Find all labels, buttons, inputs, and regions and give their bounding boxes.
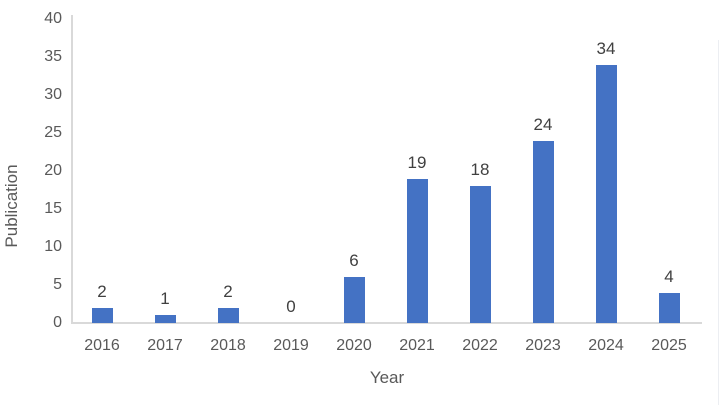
x-tick-label-2021: 2021: [399, 337, 435, 354]
right-edge-divider: [718, 40, 719, 405]
x-tick-label-2022: 2022: [462, 337, 498, 354]
y-tick-label-25: 25: [44, 124, 62, 141]
y-axis-title: Publication: [2, 164, 21, 248]
data-label-2025: 4: [664, 267, 674, 286]
data-label-2024: 34: [596, 39, 616, 58]
x-tick-label-2017: 2017: [147, 337, 183, 354]
bar-2018: [217, 308, 239, 323]
x-axis-line: [71, 322, 702, 324]
y-tick-label-0: 0: [53, 314, 62, 331]
x-tick-label-2016: 2016: [84, 337, 120, 354]
bar-2017: [154, 315, 176, 323]
bar-2022: [469, 186, 491, 323]
bar-2016: [91, 308, 113, 323]
x-tick-label-2018: 2018: [210, 337, 246, 354]
y-tick-label-20: 20: [44, 162, 62, 179]
data-label-2018: 2: [223, 282, 233, 301]
y-tick-label-10: 10: [44, 238, 62, 255]
data-label-2023: 24: [533, 115, 553, 134]
x-tick-label-2020: 2020: [336, 337, 372, 354]
bar-2020: [343, 277, 365, 323]
x-tick-label-2019: 2019: [273, 337, 309, 354]
y-tick-label-40: 40: [44, 10, 62, 27]
bar-2024: [595, 65, 617, 323]
x-tick-label-2023: 2023: [525, 337, 561, 354]
bar-2021: [406, 179, 428, 323]
x-tick-label-2025: 2025: [651, 337, 687, 354]
x-axis-title: Year: [369, 368, 405, 387]
x-tick-label-2024: 2024: [588, 337, 624, 354]
bar-2023: [532, 141, 554, 323]
data-label-2021: 19: [407, 153, 427, 172]
data-label-2019: 0: [286, 297, 296, 316]
y-tick-label-35: 35: [44, 48, 62, 65]
y-tick-label-5: 5: [53, 276, 62, 293]
bar-2025: [658, 293, 680, 323]
data-label-2020: 6: [349, 251, 359, 270]
data-label-2017: 1: [160, 289, 170, 308]
data-label-2022: 18: [470, 160, 490, 179]
y-tick-label-15: 15: [44, 200, 62, 217]
data-label-2016: 2: [97, 282, 107, 301]
y-tick-label-30: 30: [44, 86, 62, 103]
y-axis-line: [71, 15, 73, 324]
